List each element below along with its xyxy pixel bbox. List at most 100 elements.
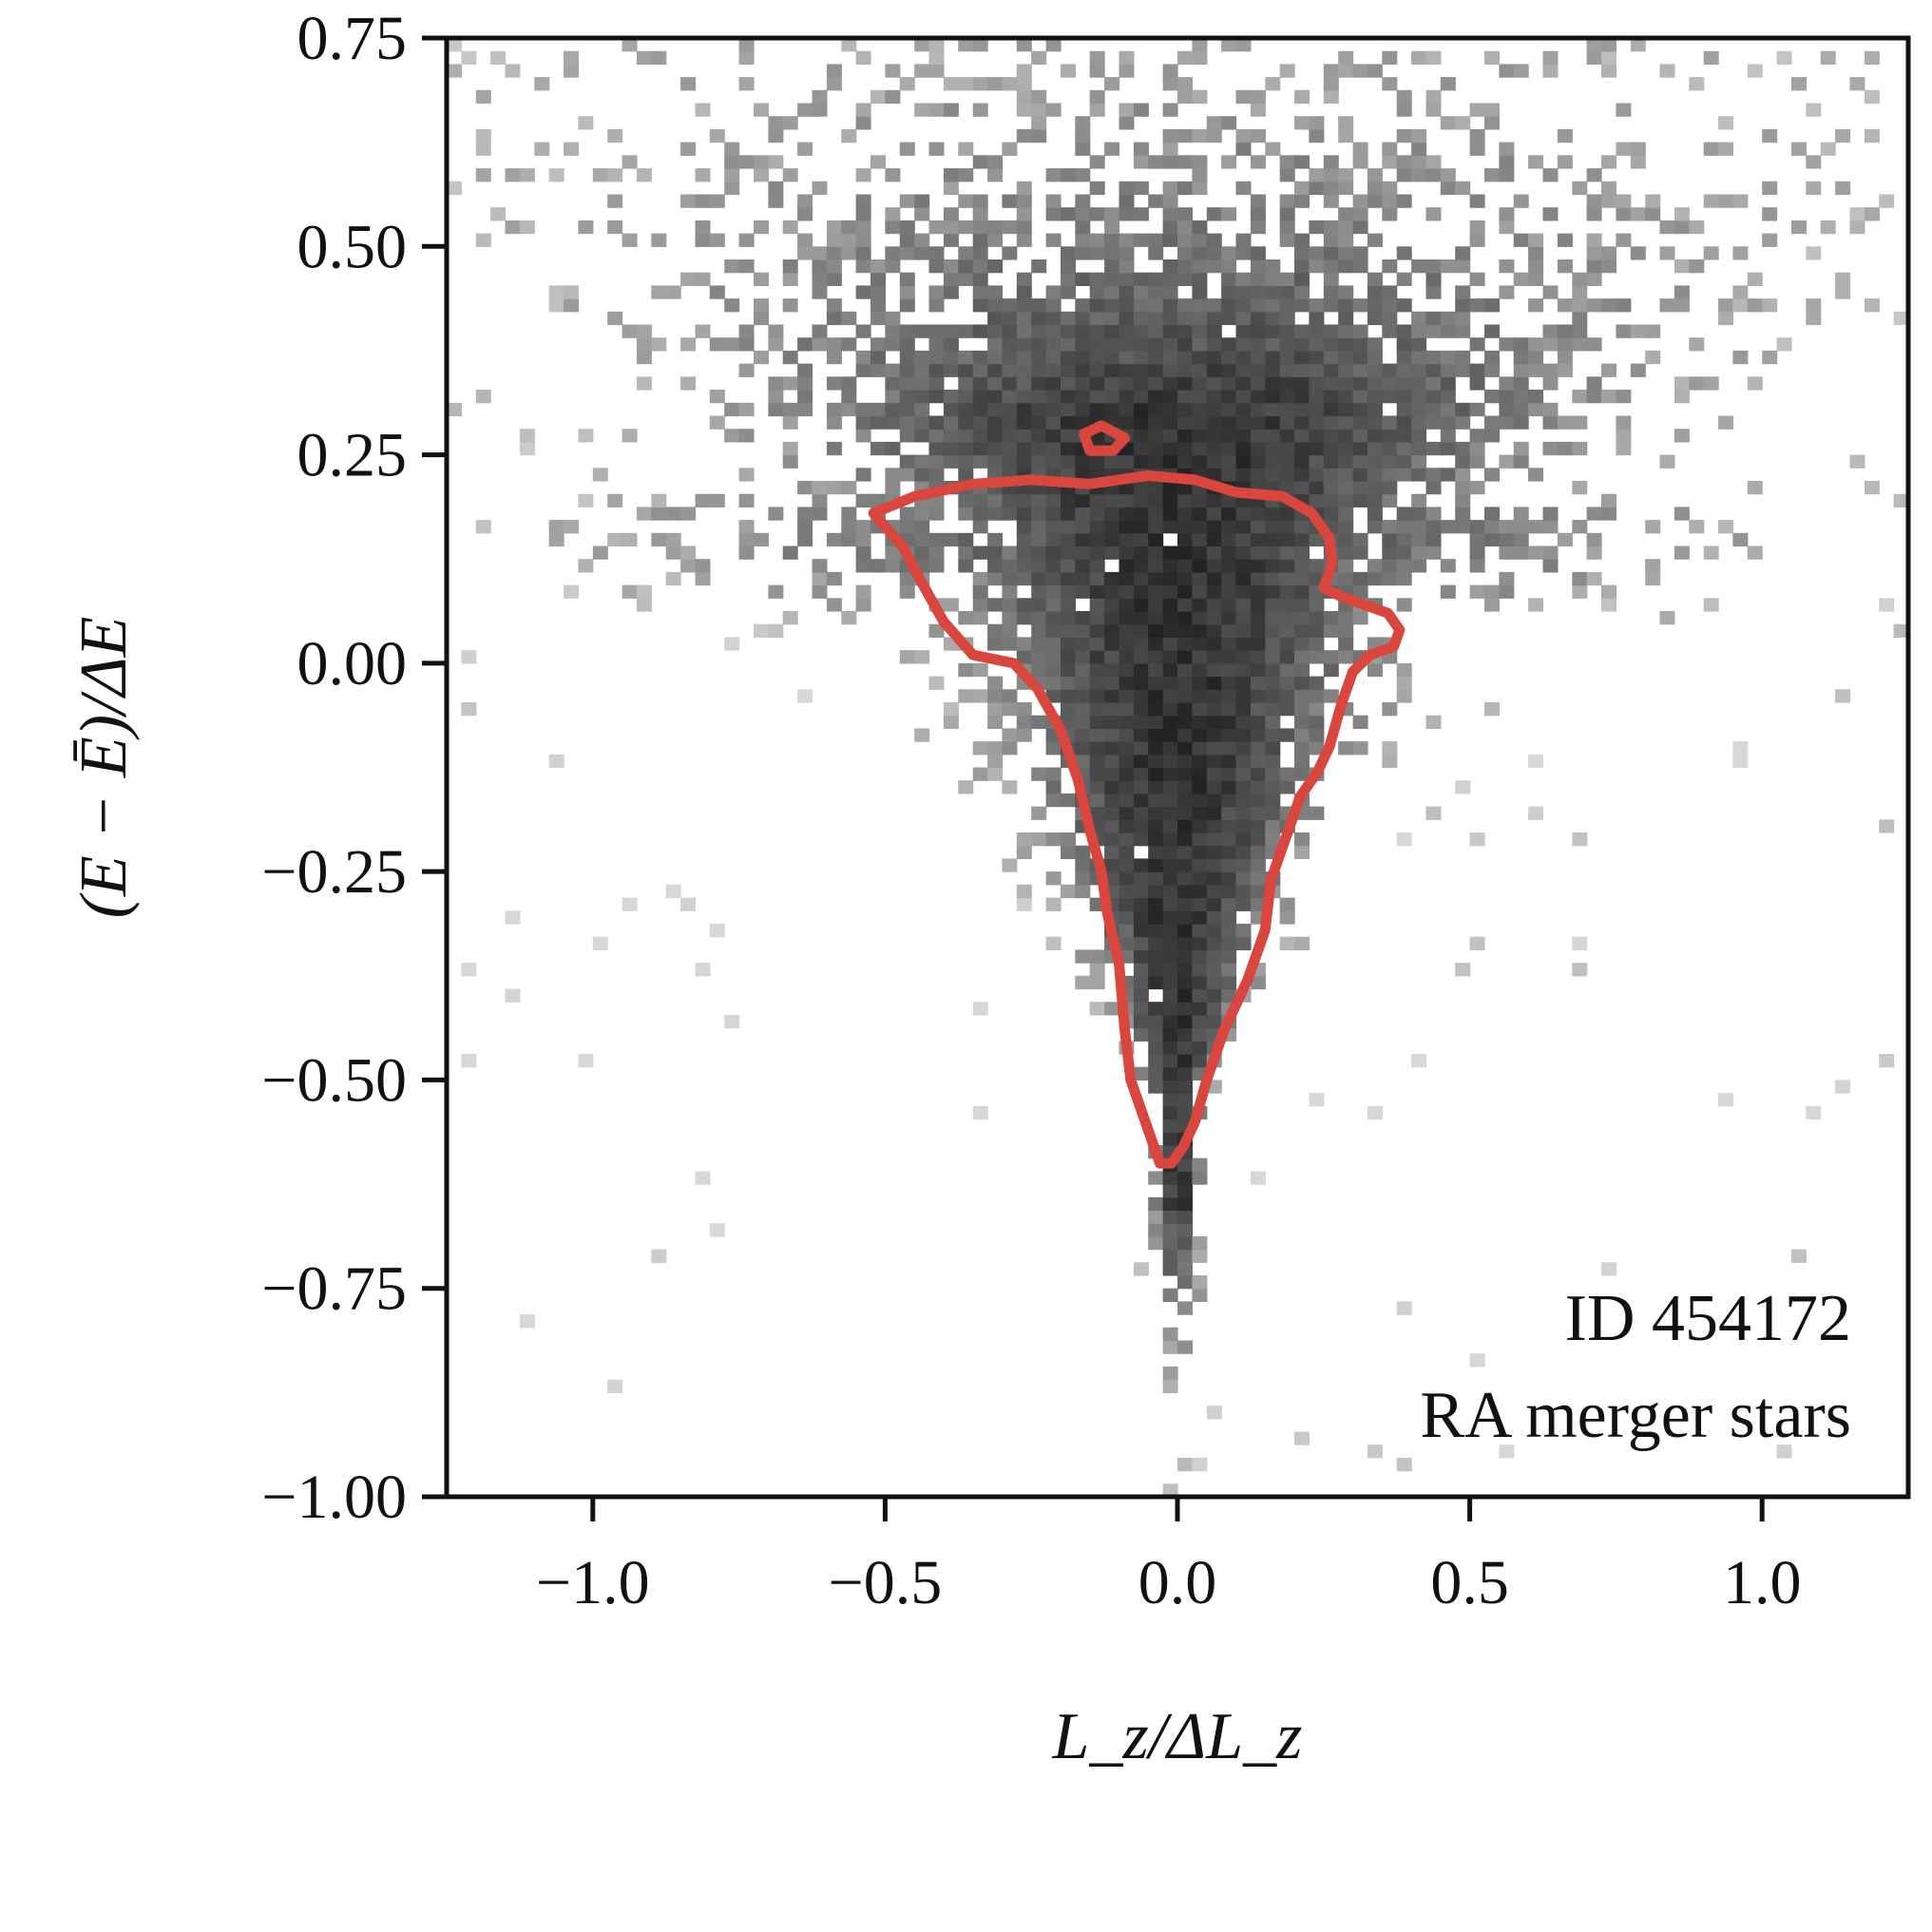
hist-bin — [1045, 376, 1062, 391]
hist-bin — [1162, 858, 1178, 872]
hist-bin — [1162, 1054, 1178, 1068]
hist-bin — [1061, 350, 1076, 365]
hist-bin — [1396, 507, 1412, 521]
hist-bin — [622, 584, 638, 599]
hist-bin — [622, 155, 638, 169]
hist-bin — [1192, 545, 1208, 560]
hist-bin — [1250, 337, 1266, 352]
hist-bin — [738, 259, 755, 274]
hist-bin — [1718, 311, 1734, 326]
hist-bin — [1133, 767, 1149, 781]
hist-bin — [1294, 181, 1310, 196]
hist-bin — [1732, 298, 1749, 313]
hist-bin — [1016, 715, 1032, 729]
hist-bin — [1002, 623, 1018, 638]
hist-bin — [1089, 623, 1105, 638]
hist-bin — [1250, 363, 1266, 377]
hist-bin — [1440, 559, 1456, 573]
hist-bin — [1352, 194, 1368, 208]
hist-bin — [1104, 493, 1120, 507]
hist-bin — [1104, 702, 1120, 717]
hist-bin — [1294, 194, 1310, 208]
hist-bin — [1250, 207, 1266, 221]
hist-bin — [1075, 128, 1091, 143]
hist-bin — [754, 350, 769, 365]
hist-bin — [695, 220, 711, 235]
hist-bin — [1411, 142, 1427, 156]
hist-bin — [1177, 793, 1193, 808]
hist-bin — [1192, 897, 1208, 911]
hist-bin — [768, 402, 784, 417]
hist-bin — [1367, 415, 1383, 430]
hist-bin — [1425, 520, 1442, 534]
hist-bin — [1630, 246, 1646, 260]
hist-bin — [1265, 728, 1281, 742]
hist-bin — [475, 233, 491, 247]
hist-bin — [1440, 402, 1456, 417]
hist-bin — [1148, 441, 1164, 456]
hist-bin — [1075, 741, 1091, 756]
hist-bin — [607, 493, 623, 507]
hist-bin — [1104, 311, 1120, 326]
hist-bin — [1192, 728, 1208, 742]
hist-bin — [1265, 754, 1281, 769]
hist-bin — [1192, 963, 1208, 977]
hist-bin — [987, 324, 1004, 338]
hist-bin — [1250, 754, 1266, 769]
hist-bin — [1674, 207, 1690, 221]
hist-bin — [1396, 832, 1412, 847]
hist-bin — [1089, 376, 1105, 391]
hist-bin — [958, 611, 974, 625]
hist-bin — [1192, 337, 1208, 352]
hist-bin — [1162, 311, 1178, 326]
hist-bin — [1089, 246, 1105, 260]
hist-bin — [1352, 481, 1368, 495]
hist-bin — [1221, 936, 1237, 950]
hist-bin — [1235, 611, 1252, 625]
hist-bin — [695, 963, 711, 977]
hist-bin — [1119, 702, 1135, 717]
hist-bin — [1455, 402, 1471, 417]
hist-bin — [1586, 298, 1602, 313]
hist-bin — [1250, 741, 1266, 756]
hist-bin — [1294, 272, 1310, 286]
hist-bin — [1061, 390, 1076, 404]
hist-bin — [564, 298, 579, 313]
hist-bin — [943, 103, 959, 117]
hist-bin — [899, 285, 915, 299]
hist-bin — [1045, 936, 1062, 950]
hist-bin — [987, 441, 1004, 456]
hist-bin — [1162, 1379, 1178, 1393]
hist-bin — [1265, 429, 1281, 443]
hist-bin — [768, 623, 784, 638]
hist-bin — [1352, 259, 1368, 274]
hist-bin — [1352, 545, 1368, 560]
hist-bin — [943, 441, 959, 456]
hist-bin — [797, 376, 813, 391]
hist-bin — [651, 50, 667, 65]
hist-bin — [680, 194, 697, 208]
hist-bin — [1133, 142, 1149, 156]
hist-bin — [958, 142, 974, 156]
hist-bin — [1279, 676, 1295, 690]
hist-bin — [680, 545, 697, 560]
hist-bin — [1279, 390, 1295, 404]
hist-bin — [1235, 832, 1252, 847]
hist-bin — [972, 363, 988, 377]
hist-bin — [1265, 415, 1281, 430]
hist-bin — [1119, 936, 1135, 950]
hist-bin — [1235, 38, 1252, 52]
hist-bin — [855, 116, 871, 130]
hist-bin — [1279, 584, 1295, 599]
hist-bin — [768, 507, 784, 521]
hist-bin — [1338, 520, 1354, 534]
hist-bin — [1586, 376, 1602, 391]
hist-bin — [1469, 559, 1485, 573]
hist-bin — [1235, 89, 1252, 105]
hist-bin — [1206, 116, 1222, 130]
hist-bin — [1455, 468, 1471, 482]
hist-bin — [1119, 571, 1135, 586]
hist-bin — [1104, 532, 1120, 547]
hist-bin — [1279, 728, 1295, 742]
hist-bin — [1031, 298, 1047, 313]
